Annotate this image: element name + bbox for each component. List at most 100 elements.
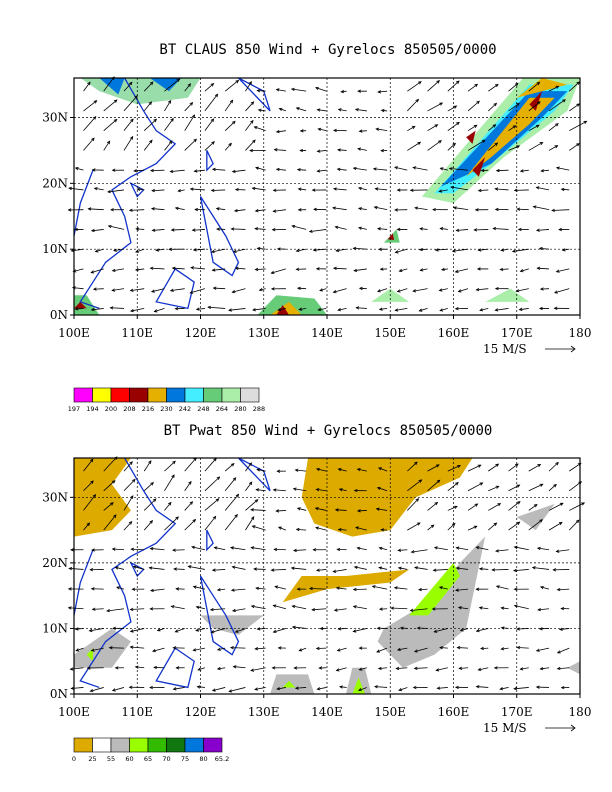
wind-vector	[245, 81, 252, 92]
wind-vector-head	[149, 81, 154, 86]
wind-vector	[175, 628, 185, 633]
wind-vector	[110, 307, 124, 309]
wind-vector	[397, 647, 408, 651]
wind-vector	[276, 168, 286, 171]
shaded-region	[74, 301, 87, 309]
wind-vector	[569, 481, 582, 492]
wind-vector	[376, 508, 388, 511]
wind-vector	[83, 137, 95, 151]
wind-vector	[131, 548, 145, 551]
wind-vector-head	[372, 167, 377, 171]
shaded-region	[149, 78, 182, 92]
wind-vector-head	[250, 604, 255, 609]
wind-vector	[398, 549, 408, 551]
wind-vector-head	[189, 187, 194, 191]
wind-vector-head	[378, 607, 383, 611]
wind-vector	[532, 567, 550, 570]
wind-vector	[316, 489, 327, 492]
wind-vector	[91, 647, 104, 652]
wind-vector-head	[555, 123, 559, 127]
colorbar-swatch	[92, 737, 112, 753]
wind-vector	[353, 628, 367, 632]
x-tick-label: 110E	[121, 326, 153, 340]
wind-vector-head	[311, 188, 316, 192]
wind-vector	[569, 120, 587, 132]
wind-vector-head	[290, 566, 295, 570]
colorbar-swatch	[166, 737, 186, 753]
y-tick-label: 30N	[42, 490, 68, 504]
colorbar-swatch	[203, 387, 223, 403]
wind-vector-head	[189, 501, 194, 505]
wind-vector	[537, 267, 550, 270]
colorbar-label: 208	[123, 405, 135, 413]
wind-vector	[457, 647, 469, 649]
wind-vector-head	[409, 608, 414, 612]
wind-vector	[192, 229, 205, 231]
wind-vector-head	[555, 85, 560, 89]
wind-vector	[224, 514, 238, 531]
wind-vector	[435, 248, 448, 251]
wind-vector-head	[518, 307, 523, 311]
wind-vector	[70, 667, 84, 670]
wind-vector-head	[439, 308, 444, 312]
wind-vector-head	[539, 287, 544, 291]
shaded-region	[282, 680, 296, 688]
wind-vector-head	[418, 587, 422, 592]
wind-vector-head	[416, 626, 421, 630]
wind-vector	[562, 248, 570, 251]
wind-vector-head	[149, 607, 154, 611]
wind-vector-head	[455, 588, 459, 592]
coastline	[73, 169, 94, 237]
wind-vector-head	[336, 648, 341, 652]
wind-vector-head	[355, 306, 360, 310]
wind-vector-head	[270, 270, 275, 275]
wind-vector-head	[539, 141, 544, 146]
colorbar-label: 264	[216, 405, 228, 413]
wind-vector	[171, 229, 185, 231]
wind-vector-head	[476, 100, 480, 105]
wind-vector-head	[254, 647, 259, 651]
wind-vector-head	[316, 687, 321, 691]
wind-vector-head	[69, 667, 74, 671]
wind-vector	[143, 118, 157, 131]
wind-vector-head	[153, 309, 158, 313]
wind-vector-head	[492, 124, 497, 128]
wind-vector	[336, 587, 347, 590]
wind-vector-head	[357, 207, 362, 211]
wind-vector	[374, 206, 388, 211]
wind-vector	[143, 101, 152, 112]
wind-vector	[420, 268, 428, 271]
vector-reference-arrowhead	[570, 345, 576, 353]
wind-vector	[355, 109, 367, 112]
wind-vector	[164, 78, 180, 92]
wind-vector-head	[417, 141, 422, 146]
wind-vector-head	[234, 266, 239, 270]
wind-vector	[441, 268, 448, 271]
wind-vector	[427, 102, 443, 112]
wind-vector-head	[379, 267, 384, 271]
wind-vector	[191, 546, 206, 551]
wind-vector-head	[451, 249, 456, 253]
wind-vector	[436, 667, 448, 671]
wind-vector	[339, 686, 347, 688]
wind-vector	[568, 81, 580, 92]
wind-vector-head	[358, 129, 363, 133]
wind-vector-head	[211, 167, 216, 172]
wind-vector-head	[254, 267, 259, 272]
wind-vector-head	[453, 105, 458, 109]
wind-vector	[245, 120, 254, 131]
wind-vector-head	[151, 188, 156, 193]
wind-vector	[232, 288, 246, 293]
wind-vector-head	[493, 522, 498, 526]
wind-vector-head	[315, 467, 320, 472]
wind-vector-head	[535, 648, 540, 652]
wind-vector-head	[539, 585, 544, 590]
wind-vector-head	[396, 227, 401, 232]
wind-vector-head	[336, 167, 341, 172]
wind-vector-head	[438, 140, 442, 144]
wind-vector	[291, 567, 307, 570]
wind-vector-head	[556, 666, 561, 671]
wind-vector	[456, 229, 469, 231]
wind-vector-head	[475, 287, 480, 292]
wind-vector-head	[190, 266, 195, 270]
